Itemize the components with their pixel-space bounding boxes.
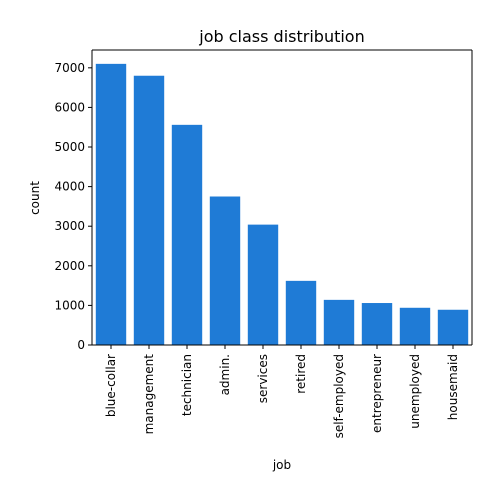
x-tick-label: retired [294, 354, 308, 394]
x-tick-label: management [142, 354, 156, 435]
bar-management [133, 75, 165, 346]
x-tick-label: services [256, 354, 270, 403]
bar-retired [285, 280, 317, 345]
bar-unemployed [399, 307, 431, 345]
bars-layer [95, 63, 469, 346]
y-axis-label: count [28, 181, 42, 215]
y-tick-label: 4000 [54, 180, 85, 194]
bar-admin [209, 196, 241, 345]
bar-entrepreneur [361, 303, 393, 345]
y-axis: 0 1000 2000 3000 4000 5000 6000 7000 [54, 61, 92, 352]
x-axis-label: job [272, 458, 291, 472]
y-tick-label: 2000 [54, 259, 85, 273]
y-tick-label: 5000 [54, 140, 85, 154]
bar-self-employed [323, 299, 355, 345]
y-tick-label: 1000 [54, 298, 85, 312]
x-tick-label: housemaid [446, 354, 460, 420]
x-tick-label: technician [180, 354, 194, 416]
x-tick-label: blue-collar [104, 354, 118, 417]
y-tick-label: 0 [77, 338, 85, 352]
y-tick-label: 7000 [54, 61, 85, 75]
x-tick-label: self-employed [332, 354, 346, 438]
y-tick-label: 3000 [54, 219, 85, 233]
bar-housemaid [437, 309, 469, 345]
y-tick-label: 6000 [54, 100, 85, 114]
x-tick-label: entrepreneur [370, 354, 384, 433]
x-tick-label: admin. [218, 354, 232, 395]
bar-services [247, 224, 279, 345]
x-axis: blue-collar management technician admin. ser… [104, 345, 460, 438]
bar-blue-collar [95, 63, 127, 345]
bar-technician [171, 124, 203, 345]
chart-title: job class distribution [198, 27, 364, 46]
x-tick-label: unemployed [408, 354, 422, 429]
